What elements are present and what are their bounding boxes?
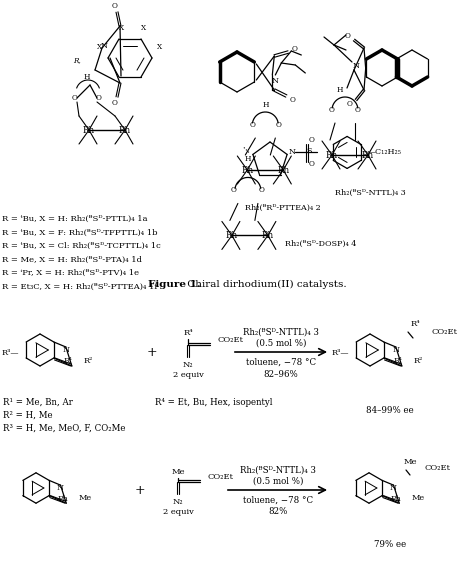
Text: Rh: Rh <box>226 231 238 240</box>
Text: N: N <box>57 484 64 492</box>
Text: Rh₂(ᴯSᴰ-NTTL)₄ 3: Rh₂(ᴯSᴰ-NTTL)₄ 3 <box>335 189 406 197</box>
Text: Rh: Rh <box>241 166 254 175</box>
Text: toluene, −78 °C: toluene, −78 °C <box>243 496 313 505</box>
Text: O: O <box>290 96 295 104</box>
Text: Rh₂(ᴯSᴰ-DOSP)₄ 4: Rh₂(ᴯSᴰ-DOSP)₄ 4 <box>285 240 356 248</box>
Text: X: X <box>141 24 146 32</box>
Text: R¹: R¹ <box>393 357 402 365</box>
Text: Me: Me <box>171 468 185 476</box>
Text: O: O <box>112 2 118 10</box>
Text: +: + <box>146 345 157 358</box>
Text: 84–99% ee: 84–99% ee <box>366 406 414 415</box>
Text: Ph: Ph <box>390 495 401 503</box>
Text: Rh: Rh <box>362 150 374 159</box>
Text: Rh₂(ᴯSᴰ-NTTL)₄ 3: Rh₂(ᴯSᴰ-NTTL)₄ 3 <box>243 328 319 336</box>
Text: O: O <box>355 106 361 114</box>
Text: R = ᵗBu, X = H: Rh₂(ᴯSᴰ-PTTL)₄ 1a: R = ᵗBu, X = H: Rh₂(ᴯSᴰ-PTTL)₄ 1a <box>2 215 147 223</box>
Text: O: O <box>308 137 314 145</box>
Text: R²: R² <box>414 357 423 365</box>
Text: O: O <box>231 187 237 195</box>
Text: R⁴: R⁴ <box>183 329 193 337</box>
Text: O: O <box>292 45 297 53</box>
Text: X: X <box>157 43 163 51</box>
Text: Me: Me <box>78 494 91 502</box>
Text: O: O <box>249 121 255 129</box>
Text: N: N <box>392 346 400 354</box>
Text: O: O <box>329 106 335 114</box>
Text: R⁴: R⁴ <box>410 320 420 328</box>
Text: CO₂Et: CO₂Et <box>218 336 244 344</box>
Text: H: H <box>245 155 251 163</box>
Text: 2 equiv: 2 equiv <box>163 508 193 516</box>
Text: —C₁₂H₂₅: —C₁₂H₂₅ <box>368 149 402 156</box>
Text: CO₂Et: CO₂Et <box>425 464 451 472</box>
Text: R² = H, Me: R² = H, Me <box>3 411 53 420</box>
Text: Rh₂(ᴯSᴰ-NTTL)₄ 3: Rh₂(ᴯSᴰ-NTTL)₄ 3 <box>240 465 316 475</box>
Text: N: N <box>289 149 296 156</box>
Text: 82–96%: 82–96% <box>264 369 298 378</box>
Text: Rh: Rh <box>262 231 274 240</box>
Text: R,: R, <box>73 56 81 64</box>
Text: R²: R² <box>84 357 93 365</box>
Text: Rh₂(ᴯRᴰ-PTTEA)₄ 2: Rh₂(ᴯRᴰ-PTTEA)₄ 2 <box>246 204 321 212</box>
Text: (0.5 mol %): (0.5 mol %) <box>253 476 303 485</box>
Text: O: O <box>345 32 351 40</box>
Text: CO₂Et: CO₂Et <box>432 328 458 336</box>
Text: R¹: R¹ <box>63 357 73 365</box>
Text: +: + <box>135 484 146 497</box>
Text: Me: Me <box>411 494 424 502</box>
Text: 2 equiv: 2 equiv <box>173 371 203 379</box>
Text: O: O <box>96 94 102 102</box>
Text: Rh: Rh <box>119 126 131 134</box>
Text: O: O <box>72 94 78 102</box>
Text: H: H <box>84 73 90 81</box>
Text: R⁴ = Et, Bu, Hex, isopentyl: R⁴ = Et, Bu, Hex, isopentyl <box>155 398 273 407</box>
Text: N: N <box>353 62 359 70</box>
Text: R = ᵗBu, X = Cl: Rh₂(ᴯSᴰ-TCPTTL)₄ 1c: R = ᵗBu, X = Cl: Rh₂(ᴯSᴰ-TCPTTL)₄ 1c <box>2 242 161 250</box>
Text: R³—: R³— <box>1 349 19 357</box>
Text: Rh: Rh <box>277 166 290 175</box>
Text: N: N <box>390 484 397 492</box>
Text: O: O <box>112 99 118 107</box>
Text: N₂: N₂ <box>173 498 183 506</box>
Text: Rh: Rh <box>83 126 95 134</box>
Text: R = ᵗBu, X = F: Rh₂(ᴯSᴰ-TFPTTL)₄ 1b: R = ᵗBu, X = F: Rh₂(ᴯSᴰ-TFPTTL)₄ 1b <box>2 229 157 237</box>
Text: S: S <box>306 147 312 155</box>
Text: O: O <box>308 160 314 168</box>
Text: X: X <box>98 43 102 51</box>
Text: CO₂Et: CO₂Et <box>208 473 234 481</box>
Text: X: X <box>119 24 125 32</box>
Text: Ph: Ph <box>57 495 68 503</box>
Text: R = Me, X = H: Rh₂(ᴯSᴰ-PTA)₄ 1d: R = Me, X = H: Rh₂(ᴯSᴰ-PTA)₄ 1d <box>2 255 142 263</box>
Text: toluene, −78 °C: toluene, −78 °C <box>246 357 316 366</box>
Text: R³—: R³— <box>331 349 349 357</box>
Text: H: H <box>337 86 343 94</box>
Text: R = ⁱPr, X = H: Rh₂(ᴯSᴰ-PTV)₄ 1e: R = ⁱPr, X = H: Rh₂(ᴯSᴰ-PTV)₄ 1e <box>2 269 139 277</box>
Text: N: N <box>62 346 69 354</box>
Text: H: H <box>262 101 269 109</box>
Text: O: O <box>347 100 353 108</box>
Text: Chiral dirhodium(II) catalysts.: Chiral dirhodium(II) catalysts. <box>184 279 346 288</box>
Text: O: O <box>259 187 265 195</box>
Text: R = Et₃C, X = H: Rh₂(ᴯSᴰ-PTTEA)₄ 1f: R = Et₃C, X = H: Rh₂(ᴯSᴰ-PTTEA)₄ 1f <box>2 282 157 291</box>
Text: 79% ee: 79% ee <box>374 540 406 549</box>
Text: R¹ = Me, Bn, Ar: R¹ = Me, Bn, Ar <box>3 398 73 407</box>
Text: (0.5 mol %): (0.5 mol %) <box>256 339 306 348</box>
Text: N: N <box>100 42 108 50</box>
Text: 82%: 82% <box>268 508 288 517</box>
Text: O: O <box>275 121 281 129</box>
Text: N₂: N₂ <box>182 361 193 369</box>
Text: R³ = H, Me, MeO, F, CO₂Me: R³ = H, Me, MeO, F, CO₂Me <box>3 424 126 433</box>
Text: N: N <box>272 77 279 85</box>
Text: Me: Me <box>403 458 417 466</box>
Text: Figure 1.: Figure 1. <box>148 279 201 288</box>
Text: Rh: Rh <box>326 150 338 159</box>
